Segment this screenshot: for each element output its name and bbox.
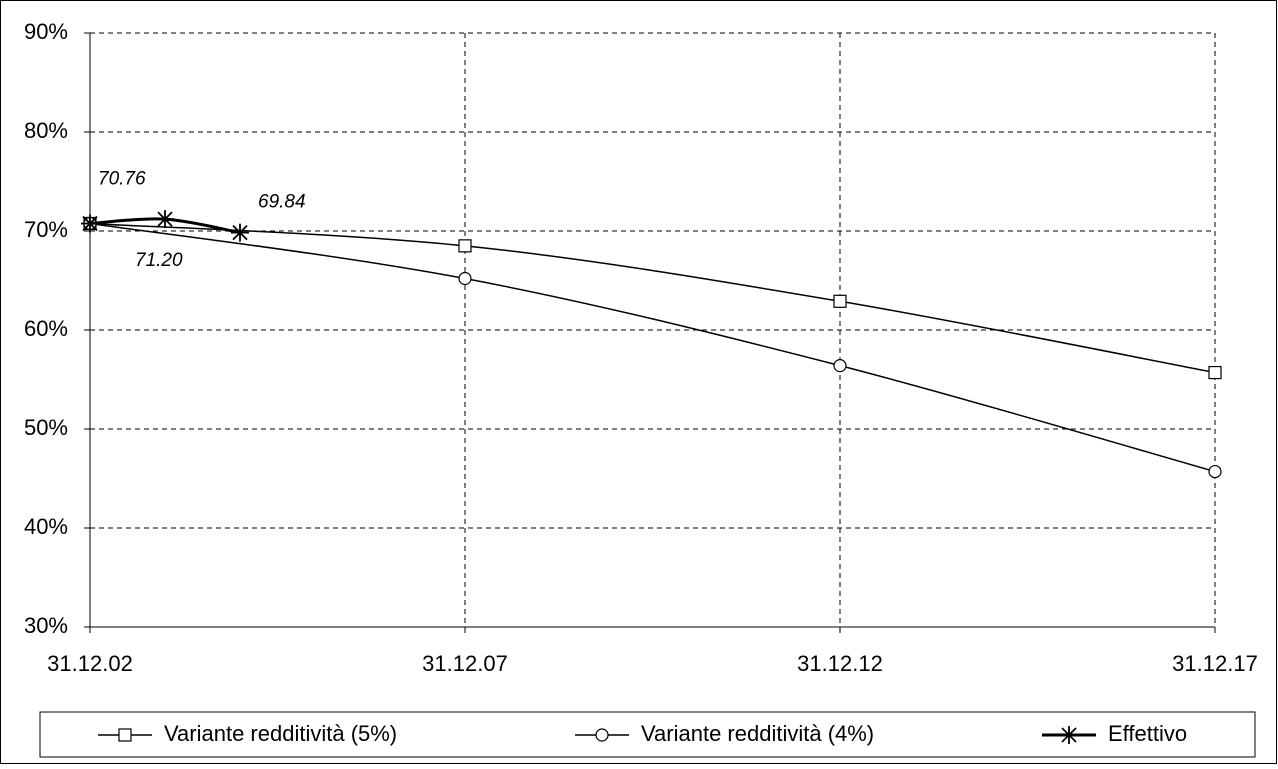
- legend-label: Variante redditività (5%): [164, 721, 397, 746]
- series-line: [89, 222, 1216, 473]
- x-tick-label: 31.12.12: [797, 651, 883, 676]
- marker: [156, 210, 174, 229]
- marker: [81, 214, 99, 233]
- legend: Variante redditività (5%) Variante reddit…: [39, 711, 1256, 758]
- data-label: 69.84: [258, 192, 306, 213]
- marker: [833, 359, 847, 373]
- legend-marker: [1060, 726, 1078, 744]
- legend-marker: [595, 728, 609, 742]
- y-tick-label: 30%: [24, 613, 68, 638]
- x-tick-label: 31.12.17: [1172, 651, 1258, 676]
- legend-label: Effettivo: [1108, 721, 1187, 746]
- y-tick-label: 40%: [24, 514, 68, 539]
- data-label: 71.20: [135, 250, 183, 271]
- series-line: [89, 222, 1216, 374]
- y-tick-label: 90%: [24, 19, 68, 44]
- x-tick-label: 31.12.02: [47, 651, 133, 676]
- y-tick-label: 80%: [24, 118, 68, 143]
- marker: [833, 294, 847, 308]
- marker: [231, 223, 249, 242]
- legend-marker: [118, 728, 132, 742]
- y-tick-label: 50%: [24, 415, 68, 440]
- marker: [458, 239, 472, 253]
- data-label: 70.76: [98, 168, 146, 189]
- marker: [1208, 464, 1222, 479]
- legend-label: Variante redditività (4%): [641, 721, 874, 746]
- x-tick-label: 31.12.07: [422, 651, 508, 676]
- y-tick-label: 60%: [24, 316, 68, 341]
- y-tick-label: 70%: [24, 217, 68, 242]
- marker: [1208, 365, 1222, 380]
- marker: [458, 271, 472, 286]
